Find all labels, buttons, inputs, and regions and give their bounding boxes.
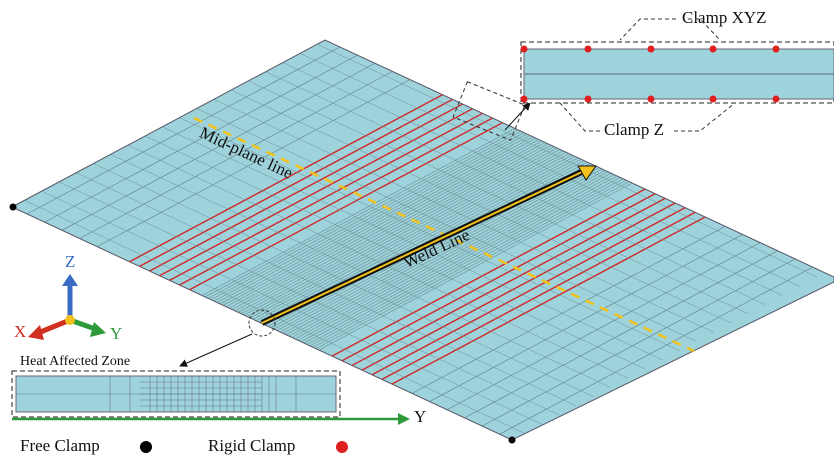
rigid-clamp-point [521,96,528,103]
x-arrow [28,325,44,340]
clamp-z-label: Clamp Z [604,120,664,139]
y-arrow-bottom [398,413,410,425]
rigid-clamp-point [773,46,780,53]
rigid-clamp-point [648,46,655,53]
triad-origin [65,315,75,325]
legend-rigid-marker [336,441,348,453]
rigid-clamp-point [585,96,592,103]
leader [674,103,735,131]
figure: Mid-plane line Weld Line Clamp XYZ Clamp… [0,0,834,461]
x-label: X [14,322,26,341]
rigid-clamp-point [648,96,655,103]
rigid-clamp-point [585,46,592,53]
rigid-clamp-point [710,96,717,103]
haz-label: Heat Affected Zone [20,354,130,369]
x-axis [38,320,70,333]
haz-arrow [180,334,252,366]
y-label-bottom: Y [414,407,426,426]
detail-arrow [505,103,530,130]
free-clamp-point [10,204,17,211]
clamp-xyz-label: Clamp XYZ [682,8,767,27]
rigid-clamp-point [521,46,528,53]
z-label: Z [65,252,75,271]
z-arrow [62,274,78,286]
legend-rigid: Rigid Clamp [208,436,295,455]
y-label: Y [110,324,122,343]
leader [620,19,676,40]
leader [560,103,600,131]
legend-free-marker [140,441,152,453]
rigid-clamp-point [773,96,780,103]
legend-free: Free Clamp [20,436,100,455]
rigid-clamp-point [710,46,717,53]
free-clamp-point [509,437,516,444]
y-arrow [90,322,106,337]
